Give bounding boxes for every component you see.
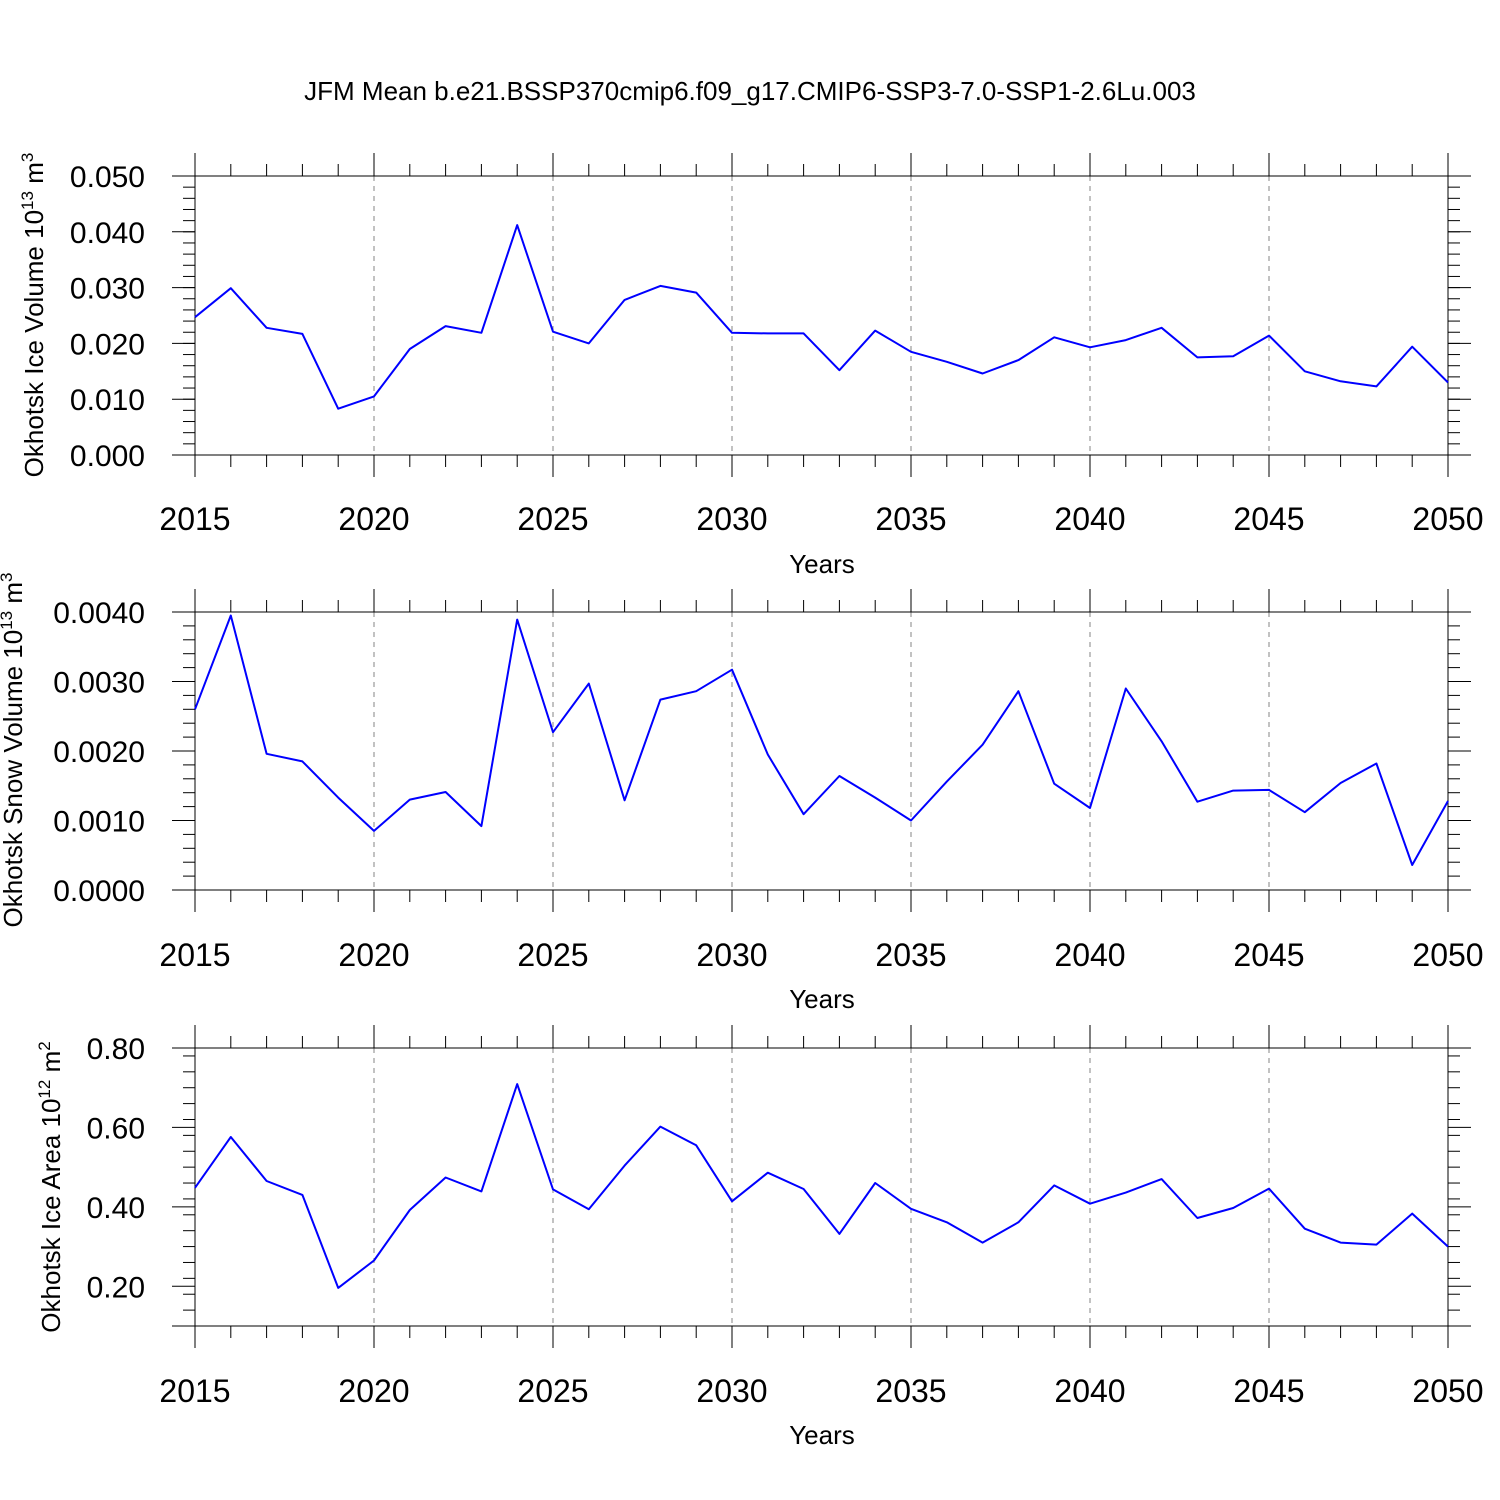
x-tick-label: 2045: [1233, 501, 1304, 537]
y-axis-label: Okhotsk Snow Volume 1013 m3: [0, 573, 28, 928]
panel-ice-volume: Okhotsk Ice Volume 1013 m3 Years 2015 202…: [18, 153, 1484, 579]
y-tick-label: 0.0030: [53, 667, 145, 700]
x-tick-label: 2025: [517, 937, 588, 973]
y-tick-label: 0.0010: [53, 806, 145, 839]
x-axis-label: Years: [789, 1420, 855, 1450]
x-tick-label: 2035: [875, 937, 946, 973]
x-tick-label: 2040: [1054, 937, 1125, 973]
x-tick-label: 2020: [338, 501, 409, 537]
x-tick-label: 2040: [1054, 1373, 1125, 1409]
y-tick-label: 0.010: [70, 384, 145, 417]
y-tick-label: 0.030: [70, 273, 145, 306]
x-tick-label: 2015: [159, 501, 230, 537]
y-tick-label: 0.040: [70, 217, 145, 250]
panel-ice-area: Okhotsk Ice Area 1012 m2 Years 2015 2020 2…: [35, 1025, 1484, 1450]
x-tick-label: 2045: [1233, 937, 1304, 973]
figure-title: JFM Mean b.e21.BSSP370cmip6.f09_g17.CMIP…: [304, 76, 1196, 106]
series-line: [194, 1083, 1449, 1289]
y-axis-label: Okhotsk Ice Volume 1013 m3: [18, 153, 49, 478]
x-tick-label: 2020: [338, 937, 409, 973]
y-tick-label: 0.40: [87, 1192, 145, 1225]
y-axis-label: Okhotsk Ice Area 1012 m2: [35, 1041, 66, 1332]
x-axis-label: Years: [789, 984, 855, 1014]
x-tick-label: 2040: [1054, 501, 1125, 537]
x-tick-label: 2050: [1412, 937, 1483, 973]
series-line: [194, 224, 1449, 410]
y-tick-label: 0.60: [87, 1112, 145, 1145]
x-tick-label: 2025: [517, 501, 588, 537]
x-tick-label: 2050: [1412, 1373, 1483, 1409]
x-tick-label: 2050: [1412, 501, 1483, 537]
x-tick-label: 2015: [159, 1373, 230, 1409]
y-tick-label: 0.20: [87, 1271, 145, 1304]
x-tick-label: 2030: [696, 501, 767, 537]
y-tick-label: 0.0020: [53, 736, 145, 769]
x-tick-label: 2035: [875, 501, 946, 537]
series-line: [194, 614, 1449, 866]
y-tick-label: 0.0000: [53, 875, 145, 908]
x-tick-label: 2030: [696, 1373, 767, 1409]
y-tick-label: 0.050: [70, 161, 145, 194]
y-tick-label: 0.020: [70, 328, 145, 361]
x-tick-label: 2045: [1233, 1373, 1304, 1409]
x-tick-label: 2035: [875, 1373, 946, 1409]
panel-snow-volume: Okhotsk Snow Volume 1013 m3 Years 2015 20…: [0, 573, 1484, 1015]
x-tick-label: 2025: [517, 1373, 588, 1409]
x-tick-label: 2030: [696, 937, 767, 973]
x-axis-label: Years: [789, 549, 855, 579]
x-tick-label: 2020: [338, 1373, 409, 1409]
y-tick-label: 0.000: [70, 440, 145, 473]
x-tick-label: 2015: [159, 937, 230, 973]
y-tick-label: 0.80: [87, 1033, 145, 1066]
y-tick-label: 0.0040: [53, 597, 145, 630]
